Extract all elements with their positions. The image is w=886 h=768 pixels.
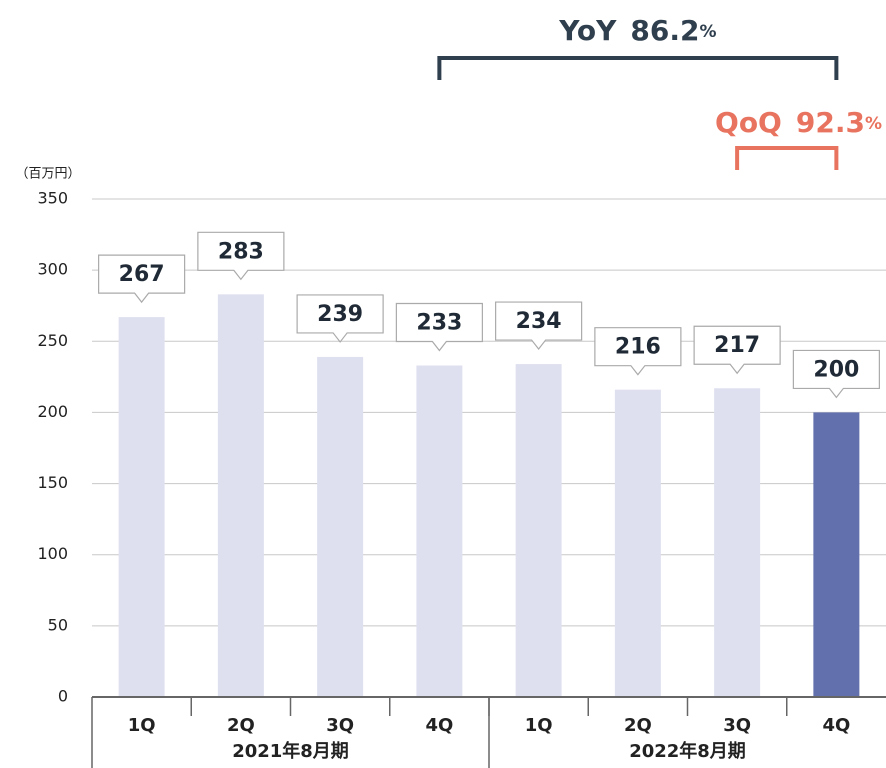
y-tick-label: 50 — [48, 615, 68, 634]
y-tick-label: 150 — [37, 473, 68, 492]
annotation: YoY 86.2% — [558, 14, 716, 47]
bar — [813, 412, 860, 697]
bar — [317, 356, 364, 697]
group-label: 2022年8月期 — [629, 740, 746, 762]
bar — [515, 364, 562, 697]
annotation-value: 92.3 — [796, 106, 865, 139]
y-tick-label: 0 — [58, 687, 68, 706]
annotation: QoQ 92.3% — [715, 106, 882, 139]
annotation-unit: % — [700, 22, 717, 42]
value-label: 283 — [218, 239, 264, 264]
annotation-unit: % — [865, 114, 882, 134]
x-tick-label: 1Q — [525, 715, 553, 736]
value-callout — [495, 301, 583, 351]
value-label: 239 — [317, 302, 363, 327]
value-label: 200 — [813, 357, 859, 382]
x-tick-label: 2Q — [227, 715, 255, 736]
unit-label: （百万円） — [15, 167, 80, 182]
value-label: 217 — [714, 333, 760, 358]
annotation-value: 86.2 — [630, 14, 699, 47]
bar — [416, 365, 463, 697]
x-tick-label: 3Q — [723, 715, 751, 736]
bar — [217, 294, 264, 697]
y-tick-label: 300 — [37, 260, 68, 279]
value-callout — [197, 231, 285, 281]
y-tick-label: 200 — [37, 402, 68, 421]
value-label: 233 — [416, 310, 462, 335]
x-tick-label: 4Q — [822, 715, 850, 736]
bar — [118, 317, 165, 697]
value-callout — [594, 327, 682, 376]
value-callout — [792, 349, 880, 399]
bracket — [735, 146, 839, 170]
value-label: 234 — [516, 309, 562, 334]
bar — [714, 388, 761, 697]
annotation-text: YoY — [558, 14, 617, 47]
value-callout — [693, 325, 781, 375]
bracket — [437, 56, 839, 80]
value-label: 216 — [615, 335, 661, 360]
x-tick-label: 3Q — [326, 715, 354, 736]
y-tick-label: 250 — [37, 331, 68, 350]
value-callout — [98, 254, 186, 304]
x-tick-label: 4Q — [425, 715, 453, 736]
x-tick-label: 1Q — [128, 715, 156, 736]
value-callout — [395, 302, 483, 352]
group-label: 2021年8月期 — [232, 740, 349, 762]
value-label: 267 — [119, 262, 165, 287]
x-tick-label: 2Q — [624, 715, 652, 736]
value-callout — [296, 294, 384, 343]
y-tick-label: 100 — [37, 544, 68, 563]
y-tick-label: 350 — [37, 189, 68, 208]
annotation-text: QoQ — [715, 106, 782, 139]
bar — [614, 389, 661, 697]
